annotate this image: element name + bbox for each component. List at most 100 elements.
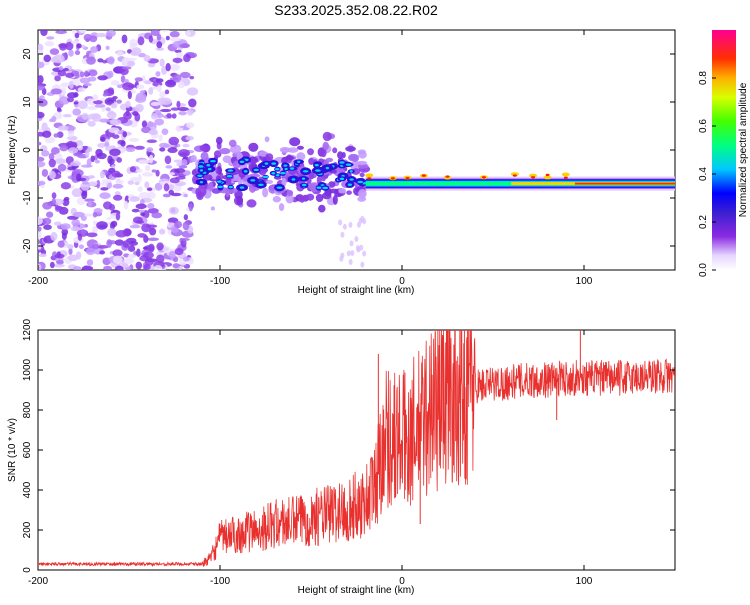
heatmap-cell bbox=[163, 183, 170, 192]
heatmap-cell bbox=[340, 231, 345, 238]
heatmap-cell bbox=[67, 135, 78, 141]
heatmap-cell bbox=[151, 169, 157, 173]
heatmap-cell bbox=[188, 98, 197, 108]
heatmap-cell bbox=[146, 187, 153, 192]
heatmap-cell bbox=[359, 172, 365, 178]
snr-y-ticks: 0 200 400 600 800 1000 1200 bbox=[22, 318, 675, 573]
y-tick-label: 0 bbox=[22, 567, 33, 573]
heatmap-cell bbox=[66, 96, 74, 103]
heatmap-cell bbox=[182, 256, 190, 262]
heatmap-cell bbox=[69, 80, 74, 89]
heatmap-cell bbox=[113, 194, 123, 201]
heatmap-cell bbox=[271, 172, 276, 175]
heatmap-cell bbox=[42, 217, 52, 225]
heatmap-cell bbox=[185, 135, 194, 141]
heatmap-cell bbox=[349, 240, 354, 247]
heatmap-cell bbox=[322, 141, 329, 151]
heatmap-cell bbox=[217, 185, 223, 189]
heatmap-cell bbox=[123, 258, 135, 265]
heatmap-cell bbox=[57, 240, 65, 248]
heatmap-cell bbox=[53, 54, 65, 64]
colorbar-tick-label: 0.8 bbox=[698, 71, 709, 85]
heatmap-cell bbox=[150, 112, 158, 120]
heatmap-cell bbox=[179, 43, 190, 49]
y-tick-label: 200 bbox=[22, 521, 33, 538]
heatmap-cell bbox=[88, 69, 98, 77]
heatmap-cell bbox=[289, 137, 301, 147]
heatmap-hotspot bbox=[543, 175, 552, 180]
heatmap-cell bbox=[102, 60, 108, 64]
heatmap-cell bbox=[87, 146, 93, 153]
heatmap-cell bbox=[84, 198, 95, 203]
heatmap-cell bbox=[197, 174, 203, 177]
heatmap-cell bbox=[87, 76, 97, 82]
x-tick-label: -200 bbox=[28, 276, 48, 287]
heatmap-cell bbox=[246, 199, 257, 208]
heatmap-cell bbox=[68, 147, 79, 154]
heatmap-hotspot bbox=[529, 173, 538, 178]
heatmap-cell bbox=[94, 159, 100, 164]
heatmap-cell bbox=[356, 221, 361, 228]
heatmap-cell bbox=[137, 186, 143, 193]
heatmap-cell bbox=[147, 237, 160, 242]
heatmap-cell bbox=[143, 251, 154, 259]
heatmap-hotspot bbox=[531, 176, 536, 179]
heatmap-cell bbox=[121, 263, 129, 268]
snr-panel: -200 -100 0 100 0 200 400 600 800 1000 1200 Heigh… bbox=[7, 318, 676, 596]
heatmap-cell bbox=[114, 239, 125, 246]
heatmap-cell bbox=[46, 211, 54, 218]
heatmap-cell bbox=[109, 148, 121, 157]
heatmap-cell bbox=[106, 216, 112, 221]
heatmap-cell bbox=[70, 40, 79, 45]
heatmap-cell bbox=[176, 100, 181, 109]
heatmap-cell bbox=[181, 159, 188, 167]
heatmap-cell bbox=[275, 167, 280, 171]
heatmap-cell bbox=[96, 221, 108, 230]
heatmap-cell bbox=[58, 96, 70, 105]
heatmap-cell bbox=[108, 167, 116, 173]
heatmap-cell bbox=[110, 145, 116, 149]
heatmap-cell bbox=[70, 226, 81, 232]
heatmap-cell bbox=[38, 111, 45, 119]
heatmap-cell bbox=[357, 180, 364, 184]
snr-series-line bbox=[38, 330, 675, 568]
heatmap-cell bbox=[77, 177, 87, 182]
heatmap-cell bbox=[168, 206, 179, 215]
heatmap-cell bbox=[134, 181, 140, 186]
heatmap-cell bbox=[329, 188, 339, 194]
heatmap-hotspot bbox=[365, 173, 374, 178]
heatmap-cell bbox=[112, 249, 123, 257]
heatmap-cell bbox=[41, 150, 50, 157]
heatmap-cell bbox=[76, 43, 82, 49]
heatmap-cell bbox=[112, 183, 124, 189]
heatmap-cell bbox=[43, 54, 51, 63]
heatmap-cell bbox=[215, 136, 223, 145]
heatmap-cell bbox=[165, 165, 173, 169]
heatmap-cell bbox=[44, 136, 55, 144]
heatmap-cell bbox=[253, 168, 259, 172]
heatmap-cell bbox=[186, 87, 199, 96]
colorbar-tick-label: 0.6 bbox=[698, 119, 709, 133]
heatmap-cell bbox=[167, 222, 176, 227]
heatmap-cell bbox=[265, 179, 274, 185]
heatmap-cell bbox=[67, 254, 79, 262]
heatmap-y-ticks: -20 -10 0 10 20 bbox=[22, 48, 675, 253]
heatmap-cell bbox=[296, 152, 306, 161]
heatmap-cell bbox=[148, 129, 159, 136]
colorbar-label: Normalized spectral amplitude bbox=[738, 82, 749, 217]
heatmap-cell bbox=[143, 55, 151, 62]
heatmap-cell bbox=[297, 160, 301, 164]
heatmap-cell bbox=[50, 88, 62, 95]
heatmap-cell bbox=[141, 75, 146, 84]
heatmap-cell bbox=[225, 187, 230, 197]
heatmap-cell bbox=[86, 56, 96, 65]
heatmap-cell bbox=[130, 177, 140, 182]
heatmap-cell bbox=[71, 219, 81, 227]
snr-y-label: SNR (10 * v/v) bbox=[7, 418, 18, 482]
heatmap-cell bbox=[73, 211, 85, 218]
heatmap-cell bbox=[67, 244, 74, 250]
heatmap-cell bbox=[190, 154, 197, 163]
heatmap-cell bbox=[78, 30, 87, 34]
heatmap-cell bbox=[123, 200, 129, 210]
heatmap-cell bbox=[107, 228, 117, 237]
